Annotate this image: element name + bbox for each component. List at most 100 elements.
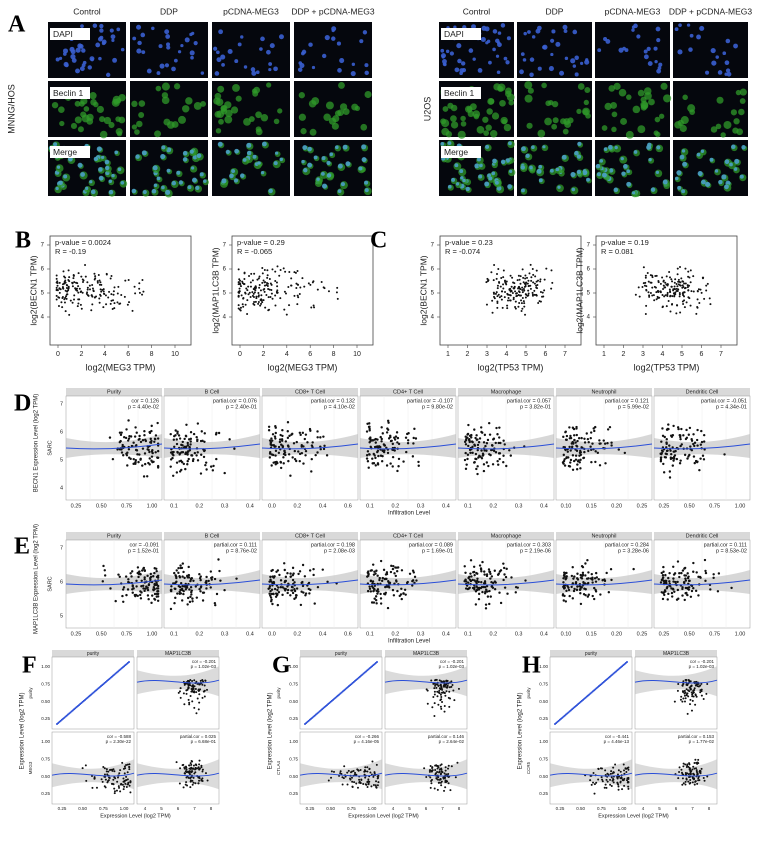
- scatter-point: [702, 277, 704, 279]
- nucleus: [109, 190, 114, 195]
- x-axis-label: Infiltration Level: [388, 639, 430, 645]
- scatter-point: [180, 460, 182, 462]
- scatter-point: [598, 439, 600, 441]
- x-tick-label: 1: [446, 351, 450, 358]
- scatter-point: [326, 454, 328, 456]
- scatter-point: [689, 783, 691, 785]
- scatter-point: [284, 271, 286, 273]
- scatter-point: [568, 589, 570, 591]
- scatter-point: [141, 279, 143, 281]
- cell-signal: [711, 126, 718, 133]
- scatter-point: [185, 435, 187, 437]
- scatter-point: [111, 770, 113, 772]
- scatter-point: [139, 573, 141, 575]
- scatter-point: [584, 441, 586, 443]
- nucleus: [257, 161, 260, 164]
- nucleus: [469, 48, 474, 53]
- scatter-point: [519, 283, 521, 285]
- scatter-point: [448, 765, 450, 767]
- y-tick-label: 0.50: [289, 774, 298, 779]
- scatter-point: [592, 782, 594, 784]
- scatter-point: [519, 288, 521, 290]
- scatter-point: [510, 576, 512, 578]
- nucleus: [78, 163, 83, 168]
- nucleus: [705, 182, 710, 187]
- scatter-point: [696, 769, 698, 771]
- scatter-point: [576, 434, 578, 436]
- nucleus: [701, 150, 704, 153]
- scatter-point: [94, 279, 96, 281]
- scatter-point: [282, 456, 284, 458]
- nucleus: [705, 71, 709, 75]
- scatter-point: [672, 459, 674, 461]
- scatter-point: [295, 594, 297, 596]
- scatter-point: [119, 303, 121, 305]
- scatter-point: [181, 567, 183, 569]
- scatter-point: [102, 766, 104, 768]
- scatter-point: [173, 572, 175, 574]
- scatter-point: [287, 421, 289, 423]
- scatter-point: [266, 277, 268, 279]
- scatter-point: [287, 460, 289, 462]
- scatter-point: [590, 577, 592, 579]
- scatter-point: [444, 692, 446, 694]
- scatter-point: [431, 706, 433, 708]
- scatter-point: [569, 435, 571, 437]
- scatter-point: [624, 767, 626, 769]
- scatter-point: [276, 291, 278, 293]
- nucleus: [676, 170, 681, 175]
- scatter-point: [271, 588, 273, 590]
- scatter-point: [661, 276, 663, 278]
- scatter-point: [133, 458, 135, 460]
- nucleus: [531, 145, 535, 149]
- scatter-point: [278, 574, 280, 576]
- scatter-point: [697, 594, 699, 596]
- scatter-point: [393, 437, 395, 439]
- scatter-point: [238, 281, 240, 283]
- scatter-point: [662, 450, 664, 452]
- nucleus: [680, 155, 685, 160]
- scatter-point: [279, 441, 281, 443]
- facet-title: Purity: [107, 389, 121, 395]
- scatter-point: [274, 295, 276, 297]
- scatter-point: [342, 784, 344, 786]
- scatter-point: [663, 471, 665, 473]
- scatter-point: [205, 468, 207, 470]
- nucleus: [647, 47, 651, 51]
- scatter-point: [299, 570, 301, 572]
- nucleus: [322, 156, 326, 160]
- scatter-point: [476, 578, 478, 580]
- scatter-point: [498, 426, 500, 428]
- scatter-point: [380, 560, 382, 562]
- nucleus: [570, 58, 575, 63]
- scatter-point: [68, 314, 70, 316]
- scatter-point: [392, 465, 394, 467]
- scatter-point: [122, 601, 124, 603]
- scatter-point: [582, 566, 584, 568]
- nucleus: [80, 172, 85, 177]
- scatter-point: [66, 284, 68, 286]
- scatter-point: [62, 270, 64, 272]
- scatter-point: [262, 272, 264, 274]
- scatter-point: [434, 702, 436, 704]
- scatter-point: [151, 594, 153, 596]
- scatter-point: [194, 768, 196, 770]
- nucleus: [654, 47, 658, 51]
- scatter-point: [483, 570, 485, 572]
- scatter-point: [193, 782, 195, 784]
- scatter-point: [662, 598, 664, 600]
- scatter-point: [660, 581, 662, 583]
- scatter-point: [521, 302, 523, 304]
- scatter-point: [253, 304, 255, 306]
- scatter-point: [104, 774, 106, 776]
- scatter-point: [655, 287, 657, 289]
- nucleus: [268, 62, 272, 66]
- scatter-point: [681, 701, 683, 703]
- nucleus: [521, 52, 525, 56]
- scatter-point: [170, 585, 172, 587]
- scatter-point: [393, 572, 395, 574]
- x-tick-label: 0.2: [196, 503, 204, 509]
- scatter-point: [107, 771, 109, 773]
- scatter-point: [684, 692, 686, 694]
